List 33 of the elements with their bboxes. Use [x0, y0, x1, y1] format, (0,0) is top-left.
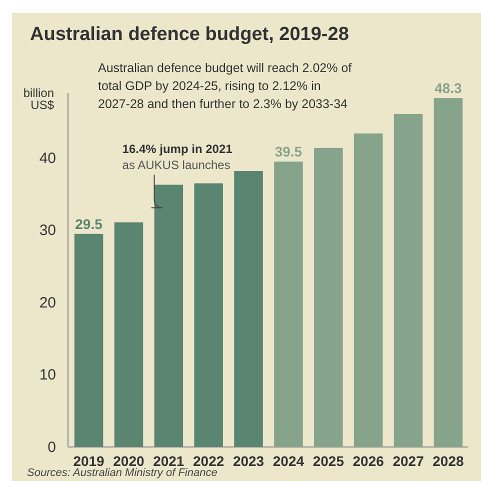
- x-tick-label: 2022: [193, 452, 224, 469]
- annotation: 16.4% jump in 2021 as AUKUS launches: [122, 142, 233, 172]
- x-tick-label: 2021: [153, 452, 184, 469]
- y-tick-label: 10: [39, 366, 56, 384]
- y-axis-title: billion US$: [23, 86, 54, 112]
- y-tick-label: 20: [39, 294, 56, 312]
- bar: [394, 114, 423, 447]
- data-label: 48.3: [434, 80, 462, 96]
- x-tick-label: 2027: [392, 452, 424, 469]
- bar: [114, 222, 144, 447]
- bar: [154, 184, 184, 447]
- y-tick-label: 30: [39, 222, 56, 240]
- data-label: 29.5: [75, 216, 103, 232]
- bar: [274, 162, 303, 447]
- y-tick-label: 0: [48, 438, 56, 456]
- x-tick-label: 2025: [312, 452, 344, 469]
- bar: [194, 183, 223, 447]
- chart-subtitle: Australian defence budget will reach 2.02% of total GDP by 2024-25, rising to 2.12% in 2027-28 and then further to 2.3% by 2033-34: [98, 61, 352, 111]
- x-tick-label: 2020: [113, 452, 144, 469]
- bar: [354, 133, 383, 447]
- x-tick-label: 2026: [352, 452, 384, 469]
- y-tick-label: 40: [39, 150, 56, 167]
- bar: [434, 98, 463, 447]
- data-label: 39.5: [274, 144, 302, 160]
- x-tick-label: 2023: [232, 452, 264, 469]
- chart-title: Australian defence budget, 2019-28: [30, 24, 349, 45]
- x-tick-label: 2024: [272, 452, 304, 469]
- bar: [234, 171, 263, 447]
- bar: [314, 148, 343, 447]
- x-tick-label: 2028: [432, 452, 464, 469]
- bar: [74, 234, 104, 447]
- source-note: Sources: Australian Ministry of Finance: [27, 467, 218, 479]
- x-tick-label: 2019: [73, 452, 105, 469]
